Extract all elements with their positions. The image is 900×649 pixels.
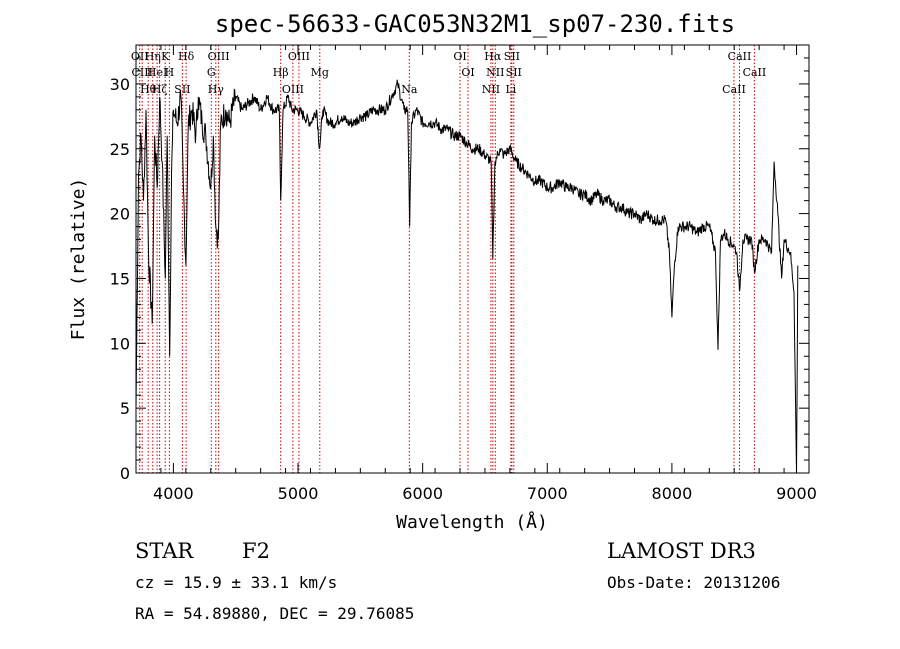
y-tick-label: 30 — [110, 75, 130, 94]
y-tick-label: 0 — [120, 464, 130, 483]
x-tick-label: 8000 — [652, 484, 693, 503]
line-marker-label: CIII — [131, 66, 152, 79]
y-tick-label: 15 — [110, 269, 130, 288]
x-tick-label: 5000 — [278, 484, 319, 503]
line-marker-label: OIII — [288, 50, 310, 63]
x-axis-ticks: 4000 5000 6000 7000 8000 9000 — [135, 45, 817, 503]
line-marker-label: Hθ — [140, 83, 157, 96]
x-tick-label: 4000 — [153, 484, 194, 503]
line-marker-label: Hβ — [273, 66, 289, 79]
line-marker-label: SII — [504, 50, 520, 63]
object-class: STAR — [135, 539, 194, 563]
x-tick-label: 6000 — [402, 484, 443, 503]
line-marker-label: HeI — [147, 66, 167, 79]
x-axis-label: Wavelength (Å) — [396, 511, 548, 533]
line-marker-label: NII — [482, 83, 500, 96]
plot-frame — [135, 44, 810, 474]
survey-name: LAMOST DR3 — [607, 539, 756, 563]
y-axis-label: Flux (relative) — [68, 178, 89, 341]
line-marker-label: Hδ — [178, 50, 195, 63]
line-marker-label: K — [161, 50, 170, 63]
line-marker-label: Li — [505, 83, 516, 96]
y-tick-label: 25 — [110, 140, 130, 159]
line-marker-label: OII — [131, 50, 149, 63]
x-tick-label: 9000 — [776, 484, 817, 503]
line-marker-label: OIII — [208, 50, 230, 63]
line-marker-label: OI — [461, 66, 474, 79]
object-subclass: F2 — [242, 539, 270, 563]
line-marker-label: G — [207, 66, 216, 79]
line-marker-label: CaII — [743, 66, 767, 79]
y-axis-ticks: 0 5 10 15 20 25 30 — [110, 44, 809, 483]
line-marker-label: Hγ — [208, 83, 225, 96]
y-tick-label: 20 — [110, 205, 130, 224]
line-marker-label: SII — [174, 83, 190, 96]
chart-title: spec-56633-GAC053N32M1_sp07-230.fits — [215, 10, 735, 38]
line-marker-label: H — [165, 66, 175, 79]
spectrum-line — [135, 79, 799, 474]
coordinates-text: RA = 54.89880, DEC = 29.76085 — [135, 604, 414, 623]
line-marker-label: OIII — [282, 83, 304, 96]
obs-date-text: Obs-Date: 20131206 — [607, 573, 780, 592]
emission-line-markers — [139, 45, 755, 473]
x-tick-label: 7000 — [527, 484, 568, 503]
line-marker-label: CaII — [722, 83, 746, 96]
line-marker-label: Hη — [145, 50, 161, 63]
line-marker-label: NII — [486, 66, 504, 79]
line-marker-label: SII — [506, 66, 522, 79]
line-marker-label: OI — [453, 50, 466, 63]
y-tick-label: 10 — [110, 334, 130, 353]
y-tick-label: 5 — [120, 399, 130, 418]
line-marker-label: CaII — [728, 50, 752, 63]
line-marker-label: Mg — [311, 66, 329, 79]
emission-line-labels: OII CIII Hθ Hη HeI Hζ KH SII Hδ G Hγ OIII Hβ OIII OIII… — [131, 50, 766, 96]
line-marker-label: Hζ — [152, 83, 168, 96]
line-marker-label: Hα — [484, 50, 502, 63]
line-marker-label: Na — [401, 83, 418, 96]
redshift-text: cz = 15.9 ± 33.1 km/s — [135, 573, 337, 592]
